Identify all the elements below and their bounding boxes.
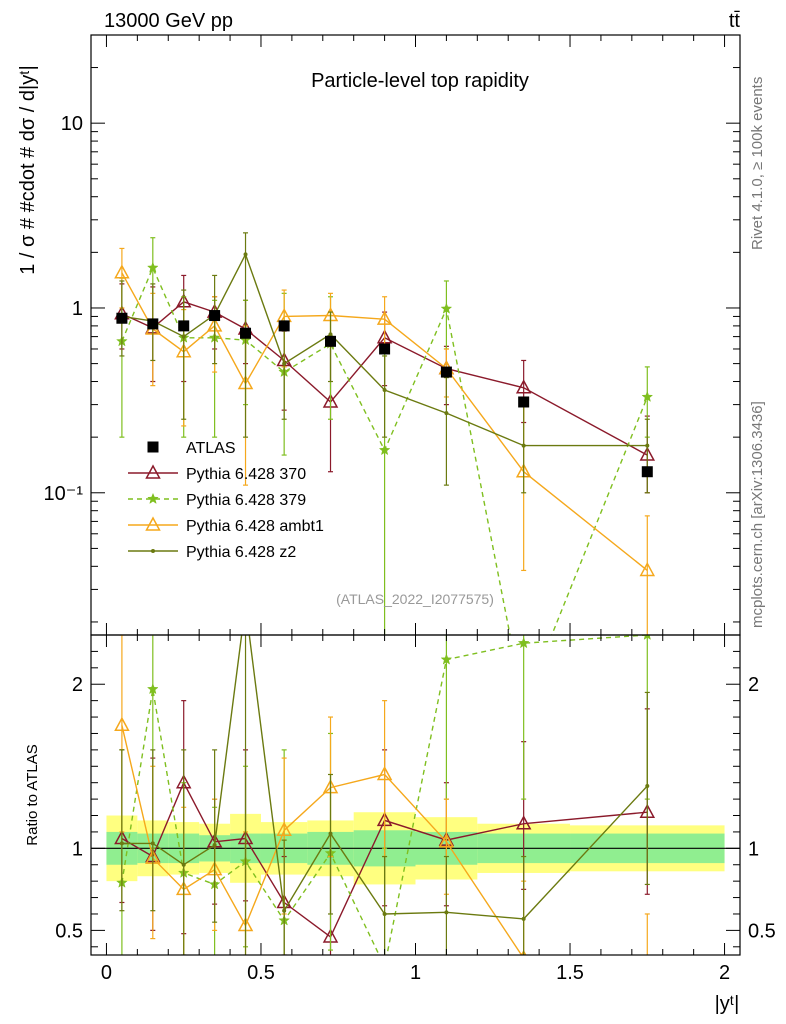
main-pythia-6-428-z2-marker bbox=[243, 252, 248, 257]
y-tick-label: 1 bbox=[72, 298, 83, 320]
legend-item: ATLAS bbox=[147, 440, 236, 457]
legend-marker bbox=[145, 464, 161, 479]
y-axis-label: 1 / σ # #cdot # dσ / d|yᵗ| bbox=[17, 65, 39, 275]
main-pythia-6-428-379-line bbox=[121, 266, 648, 635]
atlas-data-marker bbox=[325, 335, 337, 347]
rivet-label: Rivet 4.1.0, ≥ 100k events bbox=[749, 77, 766, 250]
atlas-data-marker bbox=[178, 320, 190, 332]
atlas-data-marker bbox=[641, 466, 653, 478]
legend-item: Pythia 6.428 z2 bbox=[128, 544, 296, 561]
legend-item: Pythia 6.428 370 bbox=[128, 464, 306, 483]
ratio-pythia-6-428-z2-series bbox=[119, 635, 650, 955]
legend-marker bbox=[147, 441, 159, 453]
x-tick-label: 1.5 bbox=[556, 962, 584, 984]
ratio-y-tick-label-right: 1 bbox=[748, 838, 759, 860]
main-pythia-6-428-ambt1-marker bbox=[114, 264, 130, 279]
atlas-data-marker bbox=[147, 318, 159, 330]
atlas-data-marker bbox=[116, 312, 128, 324]
x-tick-label: 0 bbox=[101, 962, 112, 984]
ratio-pythia-6-428-ambt1-marker bbox=[438, 833, 455, 848]
x-axis-label: |yᵗ| bbox=[715, 993, 740, 1015]
ratio-y-tick-label-right: 2 bbox=[748, 674, 759, 696]
main-pythia-6-428-z2-marker bbox=[181, 334, 186, 339]
main-pythia-6-428-379-marker bbox=[378, 443, 391, 456]
main-pythia-6-428-379-marker bbox=[440, 302, 453, 314]
atlas-data-marker bbox=[240, 327, 252, 339]
y-tick-label: 10 bbox=[61, 113, 83, 135]
ratio-y-tick-label: 1 bbox=[72, 838, 83, 860]
ratio-pythia-6-428-379-marker bbox=[440, 653, 453, 665]
y-tick-label: 10⁻¹ bbox=[44, 483, 84, 505]
main-pythia-6-428-379-marker bbox=[146, 261, 159, 273]
ratio-data-layer bbox=[91, 635, 740, 975]
main-axis-ticks: 10⁻¹ 1 10 bbox=[44, 34, 740, 635]
ratio-pythia-6-428-379-marker bbox=[379, 961, 389, 971]
legend-item: Pythia 6.428 ambt1 bbox=[128, 516, 324, 535]
ratio-pythia-6-428-z2-marker bbox=[119, 841, 124, 846]
main-pythia-6-428-z2-marker bbox=[645, 443, 650, 448]
legend-label: Pythia 6.428 ambt1 bbox=[186, 518, 324, 535]
main-pythia-6-428-ambt1-marker bbox=[376, 310, 393, 325]
ratio-pythia-6-428-ambt1-marker bbox=[276, 821, 292, 837]
chart-title: Particle-level top rapidity bbox=[311, 70, 529, 92]
atlas-data-marker bbox=[278, 320, 290, 332]
ratio-pythia-6-428-z2-marker bbox=[150, 841, 155, 846]
ratio-pythia-6-428-ambt1-marker bbox=[376, 765, 393, 781]
legend-marker bbox=[145, 516, 161, 531]
main-pythia-6-428-379-marker bbox=[641, 390, 654, 402]
analysis-watermark: (ATLAS_2022_I2077575) bbox=[336, 591, 494, 607]
x-tick-label: 2 bbox=[719, 962, 730, 984]
ratio-axis-ticks: 0 0.5 1 1.5 2 0.5 0.5 1 1 2 2 bbox=[55, 635, 776, 984]
ratio-pythia-6-428-z2-marker bbox=[212, 843, 217, 848]
ratio-y-axis-label: Ratio to ATLAS bbox=[24, 744, 41, 845]
main-pythia-6-428-z2-marker bbox=[521, 443, 526, 448]
main-pythia-6-428-370-marker bbox=[515, 379, 532, 394]
mcplots-label: mcplots.cern.ch [arXiv:1306.3436] bbox=[749, 401, 766, 628]
ratio-pythia-6-428-z2-marker bbox=[444, 910, 449, 915]
ratio-pythia-6-428-ambt1-marker bbox=[641, 963, 654, 975]
legend-label: Pythia 6.428 379 bbox=[186, 492, 306, 509]
ratio-y-tick-label-right: 0.5 bbox=[748, 920, 776, 942]
ratio-frame bbox=[90, 634, 741, 956]
ratio-pythia-6-428-379-marker bbox=[643, 635, 651, 640]
atlas-data-marker bbox=[379, 343, 391, 355]
ratio-pythia-6-428-z2-marker bbox=[328, 831, 333, 836]
main-pythia-6-428-z2-marker bbox=[328, 332, 333, 337]
ratio-y-tick-label: 0.5 bbox=[55, 920, 83, 942]
legend: ATLAS Pythia 6.428 370 Pythia 6.428 379 Pyt… bbox=[128, 440, 324, 561]
ratio-pythia-6-428-z2-marker bbox=[645, 783, 650, 788]
ratio-pythia-6-428-z2-marker bbox=[521, 916, 526, 921]
ratio-pythia-6-428-z2-marker bbox=[181, 862, 186, 867]
legend-marker bbox=[151, 549, 155, 553]
ratio-pythia-6-428-379-marker bbox=[146, 682, 159, 695]
main-pythia-6-428-ambt1-marker bbox=[639, 561, 656, 577]
ratio-pythia-6-428-ambt1-line bbox=[121, 725, 523, 955]
atlas-data-marker bbox=[209, 310, 221, 322]
ratio-pythia-6-428-370-marker bbox=[515, 815, 532, 830]
ratio-pythia-6-428-ambt1-marker bbox=[114, 716, 130, 732]
main-panel: 10⁻¹ 1 10 Particle-level top rapidity (ATL… bbox=[17, 34, 741, 636]
legend-marker bbox=[147, 492, 159, 504]
energy-label: 13000 GeV pp bbox=[104, 10, 233, 32]
main-pythia-6-428-z2-marker bbox=[382, 387, 387, 392]
main-pythia-6-428-z2-marker bbox=[282, 361, 287, 366]
x-tick-label: 0.5 bbox=[247, 962, 275, 984]
main-pythia-6-428-z2-marker bbox=[444, 411, 449, 416]
ratio-pythia-6-428-379-marker bbox=[517, 636, 530, 649]
legend-label: Pythia 6.428 370 bbox=[186, 466, 306, 483]
legend-label: Pythia 6.428 z2 bbox=[186, 544, 296, 561]
main-data-layer bbox=[114, 232, 656, 635]
legend-item: Pythia 6.428 379 bbox=[128, 492, 306, 509]
x-tick-label: 1 bbox=[410, 962, 421, 984]
ratio-y-tick-label: 2 bbox=[72, 674, 83, 696]
atlas-data-marker bbox=[440, 366, 452, 378]
ratio-pythia-6-428-z2-marker bbox=[282, 908, 287, 913]
legend-label: ATLAS bbox=[186, 440, 236, 457]
atlas-data-marker bbox=[518, 396, 530, 408]
ratio-pythia-6-428-z2-marker bbox=[382, 911, 387, 916]
ratio-panel: 0 0.5 1 1.5 2 0.5 0.5 1 1 2 2 Ratio to ATLAS |yᵗ| bbox=[24, 634, 776, 1015]
process-label: tt̄ bbox=[729, 10, 741, 32]
main-pythia-6-428-ambt1-line bbox=[121, 272, 648, 571]
